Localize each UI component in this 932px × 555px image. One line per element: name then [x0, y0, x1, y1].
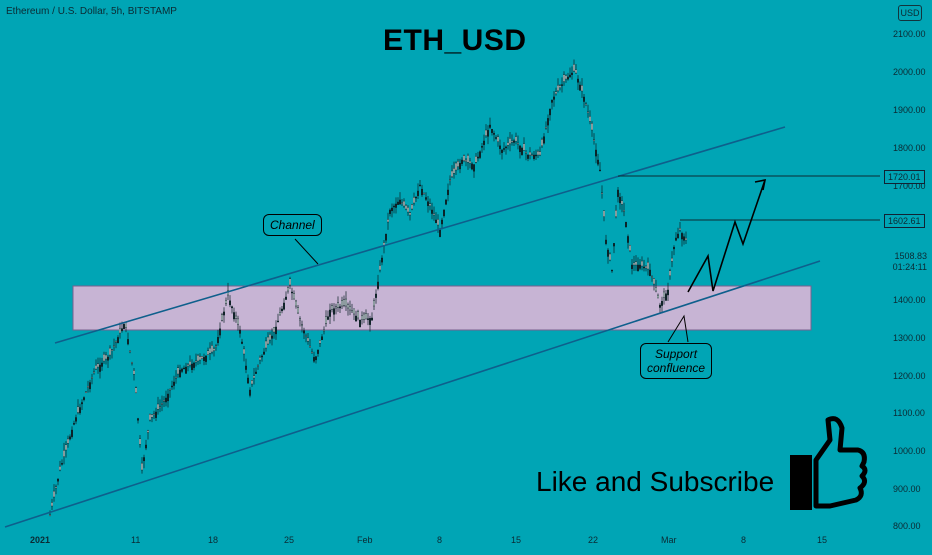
- support-callout[interactable]: Support confluence: [640, 343, 713, 379]
- time-label: 18: [208, 535, 219, 545]
- price-tick: 800.00: [893, 521, 921, 531]
- time-label: 11: [131, 535, 141, 545]
- time-label: 8: [437, 535, 443, 545]
- channel-upper-line[interactable]: [54, 126, 786, 344]
- support-zone: [72, 285, 812, 331]
- price-tick: 1000.00: [893, 446, 926, 456]
- price-level-tag-1602[interactable]: 1602.61: [884, 214, 925, 228]
- support-callout-pointer: [667, 314, 689, 343]
- channel-callout-pointer: [294, 238, 319, 265]
- symbol-info: Ethereum / U.S. Dollar, 5h, BITSTAMP: [6, 6, 177, 17]
- time-label: 22: [588, 535, 599, 545]
- price-tick: 1200.00: [893, 371, 926, 381]
- price-tick: 1800.00: [893, 143, 926, 153]
- current-price: 1508.83: [894, 251, 927, 261]
- price-tick: 1700.00: [893, 181, 926, 191]
- support-callout-line2: confluence: [647, 361, 706, 375]
- channel-lower-line[interactable]: [4, 260, 821, 528]
- price-tick: 2000.00: [893, 67, 926, 77]
- projection-path[interactable]: [687, 179, 766, 293]
- currency-button[interactable]: USD: [898, 5, 922, 21]
- price-tick: 900.00: [893, 484, 921, 494]
- candle-countdown: 01:24:11: [892, 262, 927, 272]
- time-label: Mar: [661, 535, 677, 545]
- support-callout-line1: Support: [655, 347, 698, 361]
- price-tick: 1100.00: [893, 408, 925, 418]
- channel-callout-label: Channel: [270, 218, 315, 232]
- price-tick: 2100.00: [893, 29, 926, 39]
- price-tick: 1900.00: [893, 105, 926, 115]
- time-label: 2021: [30, 535, 51, 545]
- time-label: 15: [817, 535, 828, 545]
- price-level-tag-1720[interactable]: 1720.01: [884, 170, 925, 184]
- chart-title-annotation: ETH_USD: [383, 24, 527, 57]
- current-price-tag: 1508.83 01:24:11: [887, 251, 927, 273]
- time-label: Feb: [357, 535, 373, 545]
- projection-arrowhead: [754, 178, 767, 191]
- candles: [49, 59, 688, 517]
- time-label: 8: [741, 535, 747, 545]
- time-label: 25: [284, 535, 295, 545]
- thumbs-up-icon: [790, 416, 868, 510]
- channel-callout[interactable]: Channel: [263, 214, 322, 236]
- price-tick: 1300.00: [893, 333, 926, 343]
- price-tick: 1400.00: [893, 295, 926, 305]
- subscribe-annotation: Like and Subscribe: [536, 466, 775, 497]
- time-label: 15: [511, 535, 522, 545]
